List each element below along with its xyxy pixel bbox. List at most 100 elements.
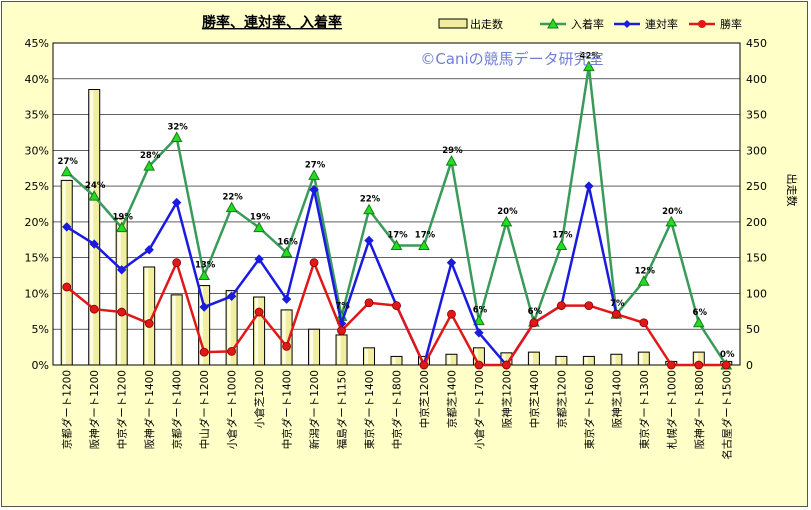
y2-tick-label: 300 <box>746 144 767 157</box>
point-circle <box>62 282 72 292</box>
data-label: 6% <box>693 308 708 318</box>
category-label: 名古屋ダート1500 <box>720 370 733 460</box>
y-tick-label: 5% <box>32 323 49 336</box>
point-diamond <box>584 181 594 191</box>
category-label: 東京ダート1600 <box>583 370 596 449</box>
bar-highlight <box>639 353 643 364</box>
y2-tick-label: 0 <box>746 359 753 372</box>
data-label: 19% <box>250 213 271 223</box>
category-label: 中京ダート1800 <box>391 370 404 449</box>
category-label: 新潟ダート1200 <box>308 370 321 449</box>
y2-tick-label: 50 <box>746 323 760 336</box>
data-label: 20% <box>497 207 518 217</box>
point-triangle <box>500 215 513 227</box>
bar-highlight <box>612 355 616 364</box>
bar-highlight <box>227 291 231 364</box>
point-diamond <box>171 197 182 208</box>
data-label: 12% <box>635 266 656 276</box>
y2-axis-title: 出走数 <box>785 174 799 207</box>
data-label: 19% <box>113 213 134 223</box>
point-triangle <box>418 239 430 251</box>
bar-highlight <box>117 219 121 364</box>
category-label: 京都芝1400 <box>445 370 458 428</box>
point-triangle <box>692 316 705 328</box>
point-diamond <box>116 265 127 275</box>
legend-marker <box>547 17 559 29</box>
point-triangle <box>555 239 568 251</box>
point-circle <box>309 258 319 268</box>
bar-highlight <box>392 357 396 364</box>
data-label: 6% <box>473 306 488 316</box>
category-label: 東京ダート1300 <box>638 370 651 449</box>
point-triangle <box>583 60 595 72</box>
bar <box>527 351 540 366</box>
category-label: 中京ダート1200 <box>116 370 129 449</box>
y-tick-label: 0% <box>32 359 49 372</box>
category-label: 小倉ダート1700 <box>473 370 486 449</box>
point-circle <box>721 360 731 370</box>
legend-marker <box>623 20 631 28</box>
legend-label: 出走数 <box>470 17 503 31</box>
bar <box>198 285 211 366</box>
point-triangle <box>473 314 485 326</box>
bar-highlight <box>172 295 176 364</box>
gridlines <box>53 78 740 330</box>
bar-highlight <box>365 348 369 364</box>
category-label: 中山ダート1200 <box>198 370 211 449</box>
data-label: 17% <box>552 231 573 241</box>
category-label: 京都ダート1400 <box>171 370 184 449</box>
point-triangle <box>280 246 293 258</box>
y-axis-left: 0% 5% 10% 15% 20% 25% 30% 35% 40% 45% <box>25 37 49 372</box>
bar-highlight <box>557 357 561 364</box>
data-labels: 27% 24% 19% 28% 32% 13% 22% 19% 16% 27% 7% 22% 17% 17… <box>58 52 735 360</box>
point-circle <box>556 301 566 311</box>
category-label: 札幌ダート1000 <box>665 370 678 449</box>
category-label: 阪神芝1200 <box>500 370 513 428</box>
category-label: 京都ダート1200 <box>61 370 74 449</box>
data-label: 13% <box>195 261 216 271</box>
point-triangle <box>363 203 375 215</box>
point-triangle <box>198 269 210 281</box>
bar-highlight <box>529 353 533 364</box>
point-triangle <box>445 155 458 166</box>
point-diamond <box>226 291 237 302</box>
y2-tick-label: 200 <box>746 216 767 229</box>
bar-highlight <box>145 267 149 364</box>
legend-marker <box>698 20 706 28</box>
y-tick-label: 15% <box>25 252 49 265</box>
plot-area <box>52 42 741 366</box>
data-label: 22% <box>222 193 243 203</box>
y-axis-right: 0 50 100 150 200 250 300 350 400 450 <box>746 37 767 372</box>
y-tick-label: 10% <box>25 287 49 300</box>
point-diamond <box>474 328 484 338</box>
x-axis-categories: 京都ダート1200 阪神ダート1200 中京ダート1200 阪神ダート1400 京都ダー… <box>61 370 734 460</box>
category-label: 阪神ダート1400 <box>143 370 156 449</box>
point-circle <box>447 309 456 319</box>
y-tick-label: 40% <box>25 73 49 86</box>
point-circle <box>502 360 511 370</box>
point-circle <box>584 301 594 311</box>
point-circle <box>199 347 209 357</box>
category-label: 小倉芝1200 <box>253 370 266 428</box>
point-triangle <box>88 190 101 201</box>
point-triangle <box>60 165 73 177</box>
data-label: 42% <box>580 52 601 62</box>
bar <box>308 328 321 366</box>
y2-tick-label: 350 <box>746 109 767 122</box>
category-label: 中京芝1400 <box>528 370 541 428</box>
category-label: 中京ダート1400 <box>281 370 294 449</box>
point-circle <box>144 319 154 328</box>
data-label: 20% <box>662 207 683 217</box>
point-triangle <box>390 239 403 251</box>
point-circle <box>337 326 346 336</box>
bar-highlight <box>474 348 478 364</box>
bar-highlight <box>200 286 204 364</box>
bar <box>390 355 403 366</box>
legend-label: 連対率 <box>645 17 678 31</box>
bar-highlight <box>282 310 286 364</box>
bar <box>610 353 623 366</box>
category-label: 福島ダート1150 <box>336 370 349 449</box>
category-label: 京都芝1200 <box>555 370 568 428</box>
data-label: 16% <box>277 238 298 248</box>
